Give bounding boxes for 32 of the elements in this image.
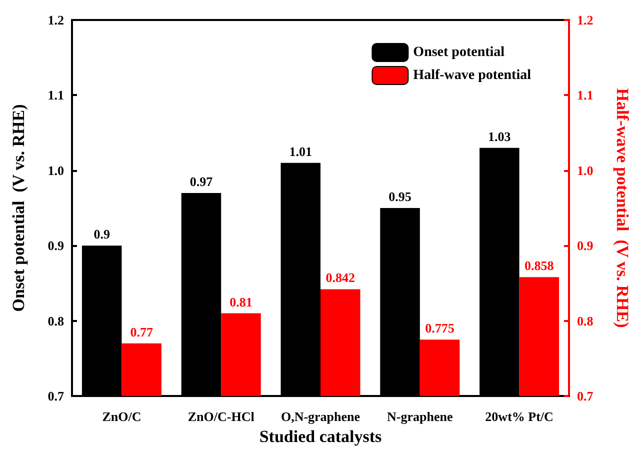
- y-tick-label: 0.8: [48, 313, 64, 328]
- data-label: 1.03: [488, 128, 512, 144]
- x-tick-label: ZnO/C: [102, 409, 142, 424]
- data-label: 0.775: [425, 320, 455, 336]
- legend-label: Half-wave potential: [413, 68, 532, 83]
- x-tick-label: ZnO/C-HCl: [188, 409, 255, 424]
- x-tick-label: O,N-graphene: [280, 409, 360, 424]
- y-tick-label: 1.2: [48, 12, 64, 28]
- y2-tick-label: 0.8: [577, 313, 594, 328]
- data-label: 1.01: [289, 144, 312, 159]
- legend-label: Onset potential: [413, 45, 505, 60]
- y-tick-label: 1.1: [48, 88, 64, 103]
- y-axis-title: Onset potential (V vs. RHE): [9, 104, 28, 312]
- x-tick-label: 20wt% Pt/C: [485, 409, 554, 424]
- y-tick-label: 0.7: [48, 388, 64, 404]
- y-tick-label: 1.0: [48, 162, 64, 178]
- y2-tick-label: 1.2: [577, 12, 594, 28]
- x-tick-label: N-graphene: [387, 409, 453, 424]
- data-label: 0.95: [388, 189, 412, 204]
- data-label: 0.9: [94, 226, 110, 242]
- y-tick-label: 0.9: [48, 238, 64, 254]
- data-label: 0.842: [326, 270, 356, 286]
- y2-tick-label: 0.9: [577, 238, 594, 254]
- y2-axis-title: Half-wave potential (V vs. RHE): [613, 88, 632, 328]
- data-label: 0.97: [190, 174, 214, 189]
- y2-tick-label: 0.7: [577, 388, 594, 404]
- y2-tick-label: 1.1: [577, 88, 594, 103]
- x-axis-title: Studied catalysts: [259, 427, 382, 446]
- data-label: 0.81: [230, 294, 252, 310]
- data-label: 0.858: [524, 258, 554, 274]
- y2-tick-label: 1.0: [577, 162, 594, 178]
- data-label: 0.77: [130, 324, 154, 340]
